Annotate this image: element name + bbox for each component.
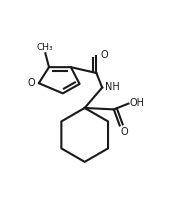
Text: O: O	[27, 78, 35, 88]
Text: O: O	[101, 50, 108, 60]
Text: CH₃: CH₃	[36, 43, 53, 52]
Text: OH: OH	[130, 98, 145, 108]
Text: O: O	[120, 127, 128, 137]
Text: NH: NH	[105, 82, 120, 92]
